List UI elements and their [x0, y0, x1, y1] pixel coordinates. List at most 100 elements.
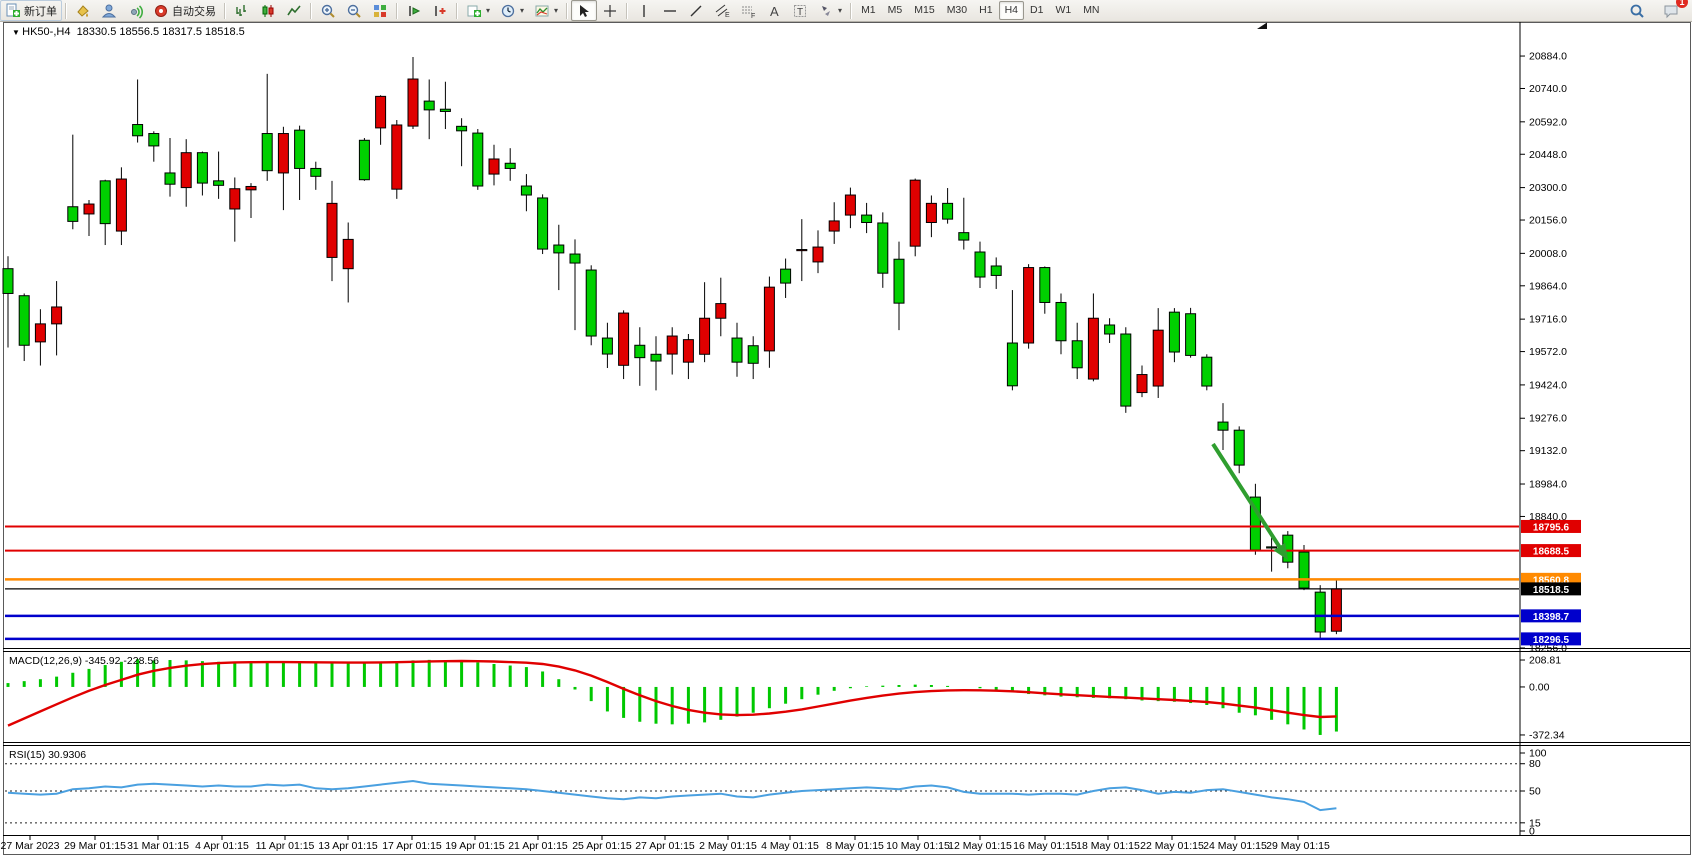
svg-text:8 May 01:15: 8 May 01:15: [826, 840, 884, 852]
candlestick-series: [2, 56, 1342, 639]
profile-button[interactable]: [96, 0, 122, 21]
svg-text:18984.0: 18984.0: [1529, 479, 1567, 491]
signal-icon: [127, 3, 144, 19]
styler-button[interactable]: [70, 0, 96, 21]
indicators-button[interactable]: ▾: [461, 0, 495, 21]
text-tool-button[interactable]: A: [761, 0, 787, 21]
tile-windows-button[interactable]: [367, 0, 393, 21]
svg-text:20448.0: 20448.0: [1529, 149, 1567, 161]
svg-text:18 May 01:15: 18 May 01:15: [1076, 840, 1140, 852]
bar-chart-button[interactable]: [229, 0, 255, 21]
svg-text:19424.0: 19424.0: [1529, 379, 1567, 391]
svg-text:4 May 01:15: 4 May 01:15: [761, 840, 819, 852]
svg-text:20008.0: 20008.0: [1529, 248, 1567, 260]
zoom-in-button[interactable]: [315, 0, 341, 21]
auto-trading-label: 自动交易: [172, 5, 216, 18]
timeframe-m1-button[interactable]: M1: [861, 4, 876, 16]
dropdown-caret-icon: ▾: [838, 6, 843, 15]
timeframe-d1-button[interactable]: D1: [1030, 4, 1044, 16]
timeframe-h4-button[interactable]: H4: [998, 1, 1024, 20]
cursor-tool-button[interactable]: [571, 0, 598, 21]
chart-frame: [3, 22, 1691, 855]
svg-text:31 Mar 01:15: 31 Mar 01:15: [127, 840, 189, 852]
indicators-plus-icon: [466, 3, 482, 19]
toolbar-separator: [850, 2, 853, 19]
svg-text:18518.5: 18518.5: [1533, 585, 1570, 596]
horizontal-line-tool-button[interactable]: [657, 0, 683, 21]
svg-text:18256.0: 18256.0: [1529, 643, 1567, 655]
vertical-line-tool-button[interactable]: [631, 0, 657, 21]
svg-text:27 Apr 01:15: 27 Apr 01:15: [635, 840, 695, 852]
svg-text:19132.0: 19132.0: [1529, 445, 1567, 457]
svg-text:18398.7: 18398.7: [1533, 612, 1570, 623]
timeframe-mn-button[interactable]: MN: [1083, 4, 1100, 16]
text-label-icon: T: [792, 3, 808, 19]
svg-text:12 May 01:15: 12 May 01:15: [948, 840, 1012, 852]
symbol-period: HK50-,H4: [22, 26, 71, 38]
svg-text:0.00: 0.00: [1529, 681, 1550, 693]
zoom-out-button[interactable]: [341, 0, 367, 21]
macd-signal-line: [7, 659, 1337, 727]
time-axis[interactable]: 27 Mar 2023 29 Mar 01:15 31 Mar 01:15 4 Apr…: [1, 836, 1330, 852]
toolbar-separator: [626, 2, 629, 19]
svg-text:13 Apr 01:15: 13 Apr 01:15: [318, 840, 378, 852]
svg-text:F: F: [751, 13, 755, 19]
price-tag: [1521, 609, 1581, 623]
chart-shift-button[interactable]: [427, 0, 453, 21]
svg-text:15: 15: [1529, 817, 1541, 829]
fibonacci-tool-button[interactable]: F: [735, 0, 761, 21]
svg-text:100: 100: [1529, 748, 1547, 760]
timeframe-m15-button[interactable]: M15: [914, 4, 935, 16]
price-tag: [1521, 519, 1581, 533]
auto-scroll-button[interactable]: [401, 0, 427, 21]
ohlc-readout: 18330.5 18556.5 18317.5 18518.5: [76, 26, 245, 38]
price-tag: [1521, 582, 1581, 596]
timeframe-m5-button[interactable]: M5: [887, 4, 903, 16]
channel-e-icon: E: [714, 3, 730, 19]
svg-text:18296.5: 18296.5: [1533, 635, 1570, 646]
main-toolbar: 新订单 自动交易 ▾ ▾ ▾ E F A T ▾: [0, 0, 1692, 22]
person-icon: [101, 3, 117, 19]
new-order-button[interactable]: 新订单: [0, 0, 62, 21]
svg-text:29 May 01:15: 29 May 01:15: [1266, 840, 1330, 852]
clock-icon: [500, 3, 516, 19]
sounds-button[interactable]: [122, 0, 148, 21]
toolbar-separator: [396, 2, 398, 19]
templates-button[interactable]: ▾: [529, 0, 563, 21]
macd-indicator-label: MACD(12,26,9) -345.92 -228.56: [9, 655, 159, 667]
template-icon: [534, 3, 550, 19]
line-chart-button[interactable]: [281, 0, 307, 21]
equidistant-channel-tool-button[interactable]: E: [709, 0, 735, 21]
auto-trading-button[interactable]: 自动交易: [148, 0, 221, 21]
svg-text:T: T: [797, 7, 803, 18]
svg-text:18560.8: 18560.8: [1533, 575, 1570, 586]
line-chart-icon: [286, 3, 302, 19]
cursor-arrow-icon: [576, 3, 592, 19]
svg-text:E: E: [725, 12, 730, 19]
crosshair-tool-button[interactable]: [597, 0, 623, 21]
price-tag: [1521, 632, 1581, 646]
search-button[interactable]: [1624, 0, 1650, 21]
svg-text:80: 80: [1529, 758, 1541, 770]
zoom-out-icon: [346, 3, 362, 19]
trendline-tool-button[interactable]: [683, 0, 709, 21]
svg-text:25 Apr 01:15: 25 Apr 01:15: [572, 840, 632, 852]
svg-text:2 May 01:15: 2 May 01:15: [699, 840, 757, 852]
rsi-indicator-label: RSI(15) 30.9306: [9, 749, 87, 761]
timeframe-w1-button[interactable]: W1: [1055, 4, 1072, 16]
timeframe-m30-button[interactable]: M30: [946, 4, 968, 16]
down-arrow-annotation: [1211, 442, 1288, 560]
notifications-button[interactable]: 1: [1658, 0, 1688, 21]
new-order-icon: [5, 3, 21, 19]
fibonacci-f-icon: F: [740, 3, 756, 20]
new-order-label: 新订单: [24, 5, 57, 18]
arrows-tool-button[interactable]: ▾: [813, 0, 847, 21]
timeframe-h1-button[interactable]: H1: [979, 4, 993, 16]
shapes-icon: [818, 3, 834, 19]
text-label-tool-button[interactable]: T: [787, 0, 813, 21]
macd-panel: 208.81 0.00 -372.34: [6, 655, 1565, 741]
svg-text:208.81: 208.81: [1529, 655, 1561, 667]
candlestick-chart-button[interactable]: [255, 0, 281, 21]
periods-button[interactable]: ▾: [495, 0, 529, 21]
